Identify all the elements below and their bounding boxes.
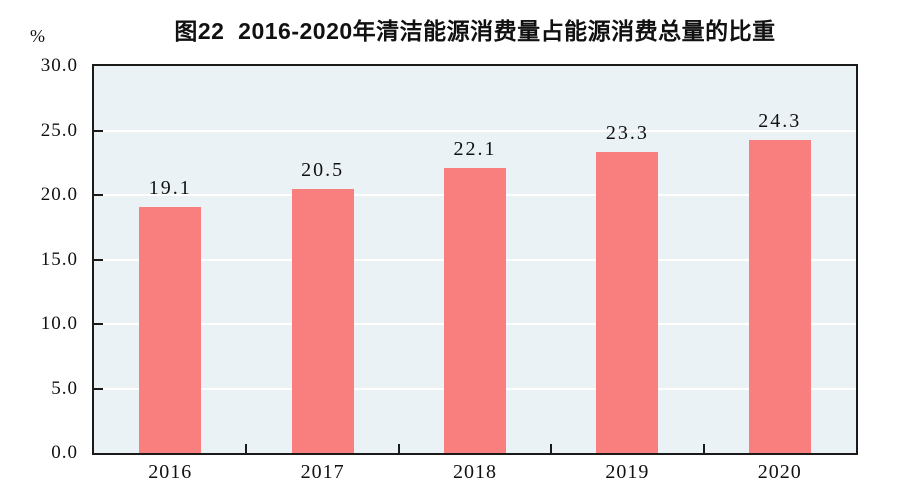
x-axis-category-label: 2019 [605, 461, 650, 483]
bar [139, 206, 202, 453]
x-axis-tick [550, 444, 553, 453]
bar-value-label: 24.3 [758, 109, 802, 132]
y-axis-tick-label: 20.0 [40, 184, 78, 205]
y-axis-tick-label: 15.0 [40, 248, 78, 270]
y-axis-tick-label: 0.0 [51, 442, 78, 463]
x-axis-tick [702, 444, 705, 453]
gridline [94, 129, 856, 132]
y-axis-tick-label: 5.0 [51, 377, 78, 399]
bar [291, 188, 354, 453]
y-axis-unit-label: % [30, 26, 45, 46]
y-axis-tick [94, 129, 103, 132]
x-axis-category-label: 2017 [300, 461, 345, 483]
bar-value-label: 20.5 [301, 158, 345, 181]
y-axis-tick [94, 194, 103, 196]
bar-value-label: 19.1 [148, 176, 192, 199]
plot-area: 19.1 20.5 22.1 23.3 24.3 [92, 64, 858, 455]
x-axis-category-label: 2016 [148, 461, 193, 483]
x-axis-category-label: 2020 [757, 461, 802, 483]
bar-value-label: 22.1 [453, 137, 497, 160]
bar [444, 167, 506, 453]
bar [596, 152, 659, 453]
y-axis-tick-label: 30.0 [40, 55, 78, 76]
x-axis-category-label: 2018 [453, 461, 497, 483]
x-axis-tick [397, 444, 400, 453]
bar [748, 139, 811, 453]
y-axis-tick [94, 387, 103, 390]
chart-title: 图22 2016-2020年清洁能源消费量占能源消费总量的比重 [174, 18, 776, 44]
y-axis-tick-label: 25.0 [40, 119, 78, 141]
y-axis-tick-label: 10.0 [40, 313, 78, 334]
y-axis-tick [94, 323, 103, 325]
y-axis-tick [94, 258, 103, 261]
x-axis-tick [245, 444, 248, 453]
bar-value-label: 23.3 [605, 122, 649, 145]
